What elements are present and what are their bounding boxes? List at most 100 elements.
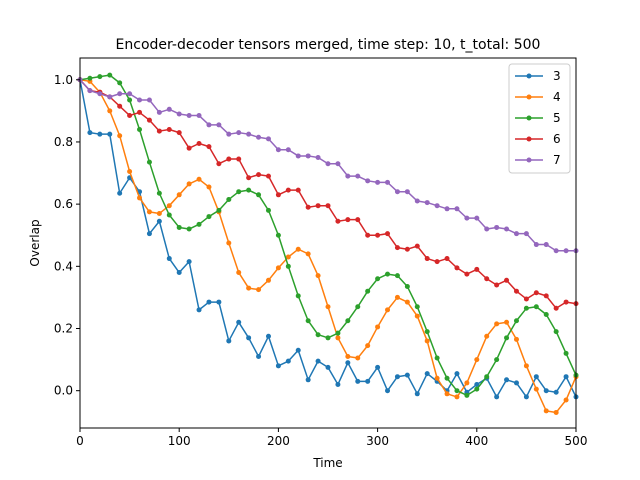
data-point (345, 318, 351, 324)
data-point (365, 343, 371, 349)
legend-swatch-marker (526, 94, 532, 100)
x-tick-label: 400 (465, 434, 488, 448)
data-point (345, 173, 351, 179)
data-point (256, 134, 262, 140)
data-point (385, 307, 391, 313)
data-point (246, 131, 252, 137)
data-point (285, 147, 291, 153)
data-point (474, 266, 480, 272)
data-point (335, 218, 341, 224)
data-point (166, 106, 172, 112)
x-tick-label: 300 (366, 434, 389, 448)
data-point (404, 372, 410, 378)
data-point (385, 231, 391, 237)
data-point (156, 218, 162, 224)
y-axis-label: Overlap (28, 219, 42, 266)
data-point (246, 175, 252, 181)
data-point (196, 307, 202, 313)
data-point (315, 203, 321, 209)
data-point (216, 299, 222, 305)
data-point (414, 313, 420, 319)
data-point (454, 394, 460, 400)
data-point (394, 273, 400, 279)
data-point (275, 192, 281, 198)
series-5 (77, 72, 579, 398)
data-point (513, 336, 519, 342)
x-tick-label: 200 (267, 434, 290, 448)
data-point (414, 304, 420, 310)
data-point (206, 214, 212, 220)
data-point (275, 363, 281, 369)
data-point (127, 113, 133, 119)
legend-label: 6 (553, 132, 561, 146)
data-point (97, 74, 103, 80)
data-point (563, 299, 569, 305)
legend-label: 3 (553, 69, 561, 83)
data-point (404, 284, 410, 290)
y-tick-label: 0.2 (54, 322, 73, 336)
data-point (196, 141, 202, 146)
data-point (513, 380, 519, 386)
data-point (256, 192, 262, 198)
data-point (335, 335, 341, 341)
data-point (285, 254, 291, 260)
data-point (206, 299, 212, 305)
data-point (305, 204, 311, 210)
data-point (236, 130, 242, 136)
data-point (394, 374, 400, 380)
data-point (404, 299, 410, 305)
data-point (146, 231, 152, 237)
data-point (484, 276, 490, 282)
data-point (533, 290, 539, 296)
data-point (137, 109, 143, 115)
data-point (127, 97, 133, 103)
y-tick-label: 0.4 (54, 259, 73, 273)
data-point (434, 203, 440, 209)
data-point (295, 246, 301, 252)
data-point (494, 321, 500, 327)
data-point (275, 147, 281, 153)
data-point (523, 305, 529, 311)
series-4 (77, 77, 579, 415)
data-point (543, 312, 549, 318)
data-point (543, 388, 549, 394)
data-point (226, 240, 232, 246)
data-point (494, 224, 500, 230)
plot-area (77, 72, 579, 415)
data-point (295, 347, 301, 353)
series-6 (77, 77, 579, 311)
data-point (365, 232, 371, 238)
data-point (504, 335, 510, 341)
data-point (414, 391, 420, 397)
data-point (365, 288, 371, 294)
data-point (186, 226, 192, 232)
data-point (216, 161, 222, 167)
legend: 3 4 5 6 7 (508, 63, 571, 174)
data-point (256, 353, 262, 359)
data-point (404, 189, 410, 195)
data-point (543, 293, 549, 299)
data-point (137, 195, 143, 201)
data-point (226, 156, 232, 162)
data-point (523, 296, 529, 302)
data-point (474, 357, 480, 363)
data-point (146, 117, 152, 123)
y-tick-label: 0.6 (54, 197, 73, 211)
data-point (494, 282, 500, 288)
data-point (504, 226, 510, 232)
y-tick-label: 0.8 (54, 135, 73, 149)
data-point (424, 371, 430, 377)
data-point (533, 374, 539, 380)
data-point (196, 113, 202, 119)
data-point (444, 391, 450, 397)
data-point (166, 256, 172, 262)
data-point (156, 109, 162, 115)
data-point (166, 127, 172, 133)
data-point (275, 232, 281, 238)
data-point (285, 358, 291, 364)
data-point (285, 187, 291, 193)
data-point (206, 122, 212, 128)
data-point (543, 408, 549, 414)
data-point (295, 187, 301, 193)
data-point (464, 271, 470, 277)
